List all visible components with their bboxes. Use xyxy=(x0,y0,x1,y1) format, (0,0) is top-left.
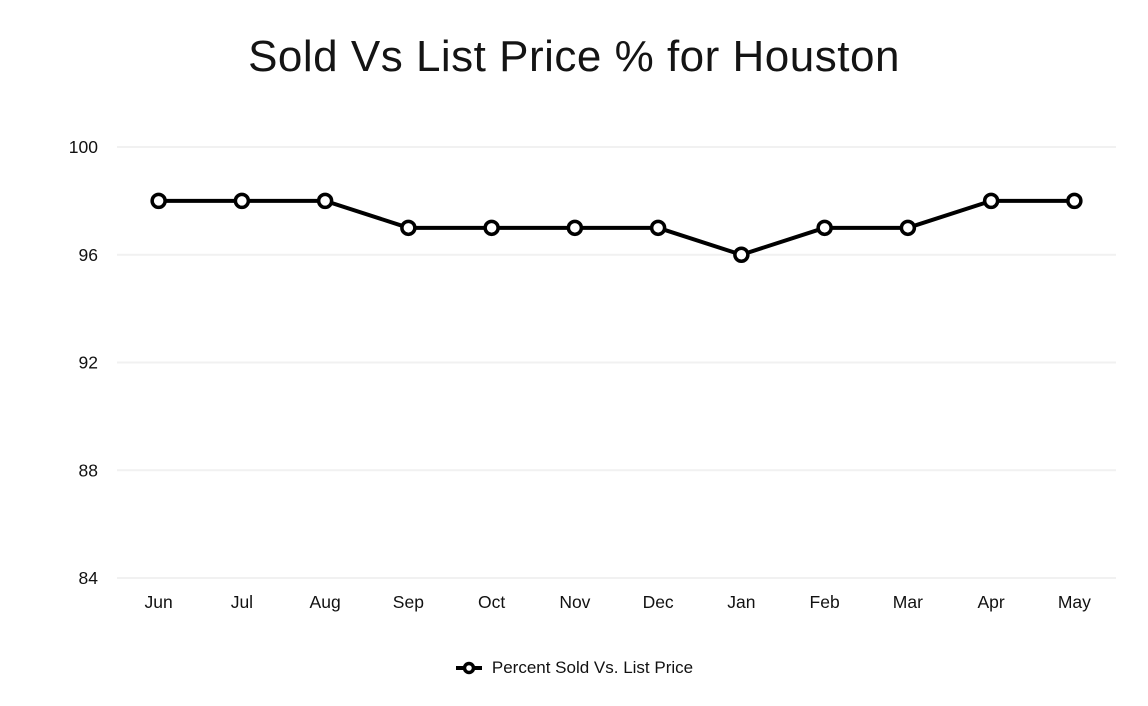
data-point-jun[interactable] xyxy=(150,192,167,210)
legend-item[interactable]: Percent Sold Vs. List Price xyxy=(0,658,1148,678)
x-tick-label-nov: Nov xyxy=(559,592,590,612)
data-point-oct[interactable] xyxy=(483,219,500,237)
series-line xyxy=(156,198,1077,257)
y-tick-label: 92 xyxy=(79,353,98,373)
legend-marker-icon xyxy=(455,661,482,675)
y-tick-label: 100 xyxy=(69,137,98,157)
data-point-apr[interactable] xyxy=(982,192,1000,210)
y-tick-label: 84 xyxy=(79,568,99,588)
legend-label: Percent Sold Vs. List Price xyxy=(491,658,694,677)
x-tick-label-jan: Jan xyxy=(727,592,755,612)
chart-title: Sold Vs List Price % for Houston xyxy=(248,32,900,81)
data-point-aug[interactable] xyxy=(316,192,334,210)
data-point-may[interactable] xyxy=(1066,192,1083,210)
y-tick-label: 96 xyxy=(79,245,98,265)
data-point-jan[interactable] xyxy=(733,246,750,263)
data-point-dec[interactable] xyxy=(649,219,667,237)
x-tick-label-sep: Sep xyxy=(393,592,424,612)
x-tick-label-jul: Jul xyxy=(231,592,253,612)
data-point-mar[interactable] xyxy=(899,219,917,237)
x-tick-label-dec: Dec xyxy=(643,592,674,612)
data-point-nov[interactable] xyxy=(566,219,584,237)
x-tick-label-aug: Aug xyxy=(310,592,341,612)
x-tick-label-mar: Mar xyxy=(893,592,923,612)
x-tick-label-feb: Feb xyxy=(810,592,840,612)
x-tick-label-oct: Oct xyxy=(478,592,505,612)
x-tick-label-jun: Jun xyxy=(145,592,173,612)
x-tick-label-apr: Apr xyxy=(978,592,1005,612)
x-tick-label-may: May xyxy=(1058,592,1091,612)
y-tick-label: 88 xyxy=(79,460,98,480)
data-point-feb[interactable] xyxy=(816,219,833,237)
data-point-jul[interactable] xyxy=(233,192,251,210)
data-point-sep[interactable] xyxy=(400,219,417,237)
